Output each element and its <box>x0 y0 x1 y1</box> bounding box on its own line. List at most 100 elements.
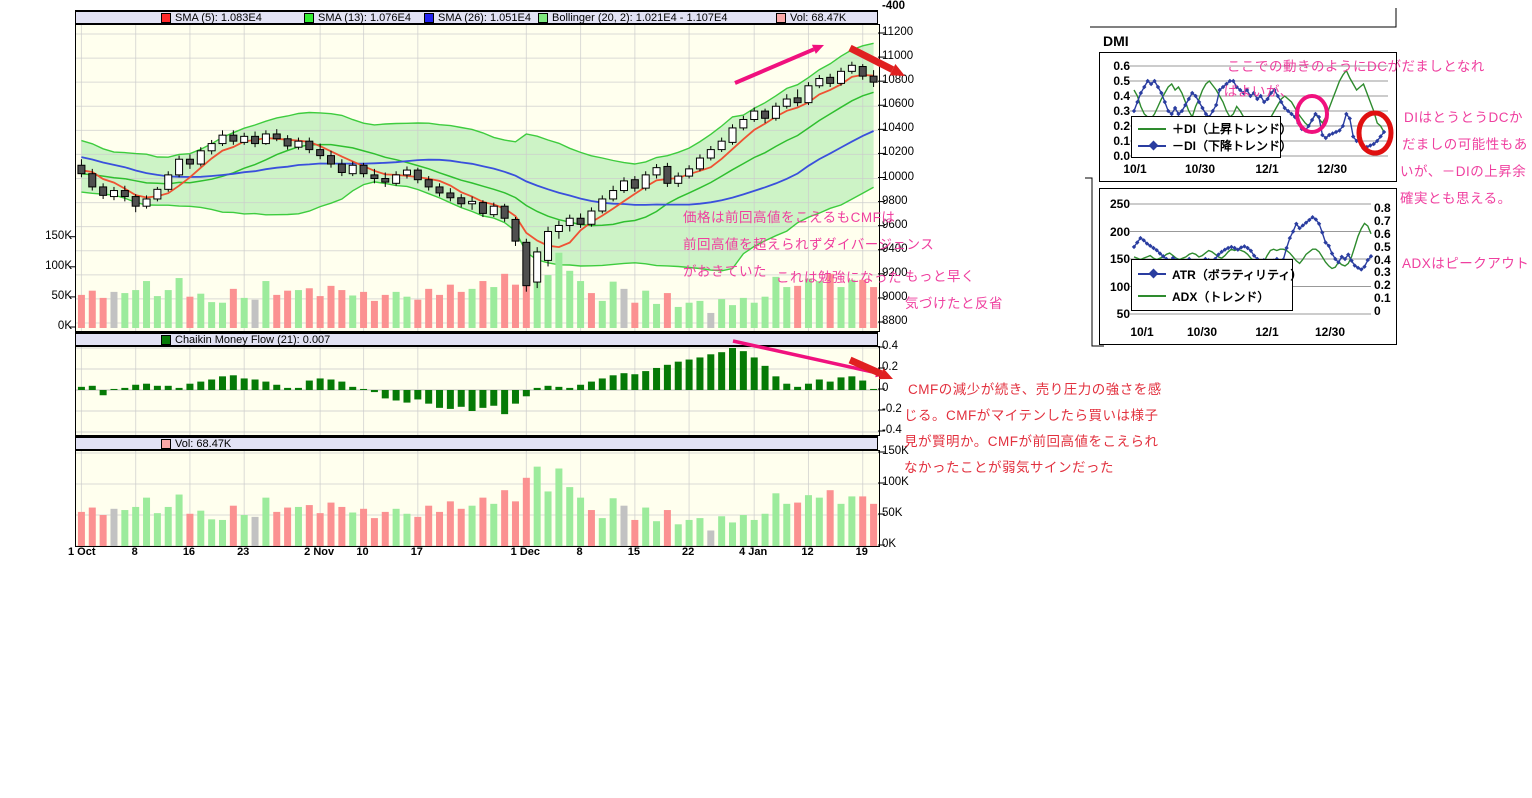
volume-overlay-bar <box>804 278 812 328</box>
price-axis-label: 10000 <box>882 170 914 183</box>
volume-bar <box>88 507 96 546</box>
volume-bar <box>218 519 226 546</box>
cmf-bar <box>218 376 226 390</box>
volume-overlay-bar <box>175 278 183 328</box>
volume-overlay-bar <box>446 284 454 328</box>
cmf-bar <box>403 390 411 403</box>
cmf-bar <box>99 390 107 396</box>
pink-annotation: もっと早く <box>905 269 975 284</box>
cmf-bar <box>77 386 85 390</box>
volume-bar <box>511 501 519 546</box>
price-axis-label: 11200 <box>882 26 914 38</box>
cmf-bar <box>479 390 487 408</box>
atr-marker <box>1310 215 1315 220</box>
cmf-bar <box>414 390 422 400</box>
atr-right-label: 0.7 <box>1374 213 1391 228</box>
atr-marker <box>1359 267 1364 272</box>
cmf-bar <box>229 375 237 390</box>
cmf-bar <box>262 381 270 390</box>
volume-bar <box>566 487 574 546</box>
atr-right-label: 0.3 <box>1374 265 1391 280</box>
volume-overlay-bar <box>620 288 628 328</box>
volume-overlay-bar <box>273 294 281 328</box>
candle-body <box>641 174 650 189</box>
atr-marker <box>1365 257 1370 263</box>
candle-body <box>402 169 411 176</box>
atr-left-label: 100 <box>1109 279 1130 294</box>
cmf-bar <box>349 386 357 390</box>
volume-bar <box>609 498 617 546</box>
diamond-line-swatch-icon <box>1138 268 1166 279</box>
atr-left-label: 250 <box>1109 197 1130 211</box>
vol-axis-label: 0K <box>882 538 897 550</box>
candle-body <box>424 179 433 188</box>
cmf-bar <box>425 390 433 404</box>
volume-overlay-bar <box>685 302 693 328</box>
dmi-y-label: 0.0 <box>1113 149 1130 163</box>
volume-overlay-bar <box>164 290 172 328</box>
candle-body <box>283 138 292 147</box>
volume-overlay-bar <box>696 300 704 328</box>
volume-bar <box>110 508 118 546</box>
price-axis-label: 9400 <box>882 242 908 255</box>
volume-overlay-bar <box>490 287 498 328</box>
price-axis-label: 9000 <box>882 290 908 303</box>
volume-overlay-bar <box>598 300 606 328</box>
cmf-bar <box>175 387 183 390</box>
volume-bar <box>663 510 671 546</box>
cmf-bar <box>370 390 378 393</box>
volume-overlay-bar <box>392 291 400 328</box>
volume-bar <box>696 518 704 546</box>
atr-left-label: 150 <box>1109 252 1130 266</box>
candle-body <box>674 175 683 184</box>
volume-overlay-bar <box>772 276 780 328</box>
volume-bar <box>653 521 661 546</box>
candle-body <box>706 149 715 159</box>
candle-body <box>511 218 520 242</box>
volume-bar <box>327 502 335 546</box>
cmf-axis-label: -0.4 <box>882 424 902 436</box>
atr-marker <box>1138 235 1143 241</box>
cmf-bar <box>316 378 324 390</box>
candle-body <box>533 251 542 283</box>
atr-marker <box>1287 235 1293 241</box>
pink-annotation: がおきていた <box>683 264 767 279</box>
minus-di-marker <box>1279 99 1284 105</box>
price-axis-label: 10800 <box>882 74 914 87</box>
cmf-bar <box>707 354 715 390</box>
volume-bar <box>425 505 433 546</box>
date-axis-label: 2 Nov <box>304 546 335 558</box>
atr-x-label: 10/30 <box>1186 325 1218 339</box>
cmf-bar <box>577 384 585 390</box>
atr-marker <box>1320 230 1325 235</box>
atr-x-label: 12/30 <box>1314 325 1346 339</box>
volume-bar <box>533 466 541 546</box>
volume-overlay-bar <box>870 287 878 328</box>
volume-bar <box>631 519 639 546</box>
atr-marker <box>1219 249 1224 255</box>
volume-legend-strip: Vol: 68.47K <box>75 436 878 450</box>
cmf-bar <box>208 379 216 390</box>
date-axis-label: 4 Jan <box>739 546 768 558</box>
atr-right-label: 0.6 <box>1374 226 1391 241</box>
candle-body <box>782 98 791 107</box>
candle-body <box>630 179 639 189</box>
candle-body <box>544 230 553 261</box>
volume-bar <box>338 506 346 546</box>
volume-bar <box>273 511 281 546</box>
candle-body <box>392 174 401 184</box>
atr-right-label: 0.4 <box>1374 252 1391 267</box>
volume-overlay-bar <box>414 299 422 328</box>
volume-bar <box>848 496 856 546</box>
volume-overlay-bar <box>750 302 758 328</box>
pink-annotation: DIはとうとうDCか <box>1404 110 1523 125</box>
volume-bar <box>316 513 324 546</box>
main-legend-swatch <box>304 13 314 23</box>
volume-bar <box>739 515 747 546</box>
minus-di-marker <box>1261 99 1267 105</box>
atr-marker <box>1242 244 1247 249</box>
volume-overlay-bar <box>642 290 650 328</box>
atr-marker <box>1368 254 1374 259</box>
main-legend-swatch <box>776 13 786 23</box>
candle-body <box>489 205 498 216</box>
